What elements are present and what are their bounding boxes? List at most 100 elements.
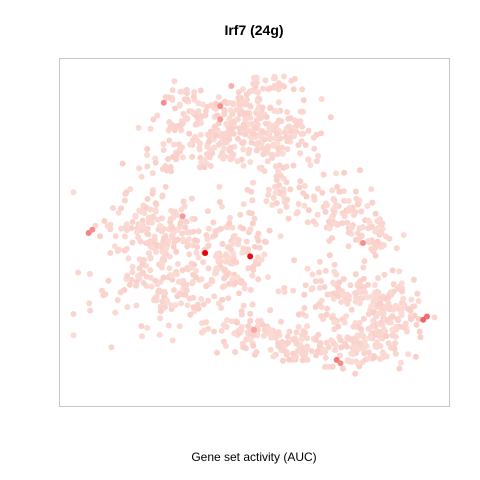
point-438 bbox=[231, 238, 238, 245]
point-995 bbox=[265, 186, 272, 193]
point-1396 bbox=[169, 87, 176, 94]
point-297 bbox=[121, 233, 128, 240]
point-703 bbox=[352, 271, 359, 278]
point-684 bbox=[328, 337, 335, 344]
point-1219 bbox=[237, 129, 244, 136]
point-402 bbox=[186, 236, 192, 243]
point-168 bbox=[175, 278, 182, 285]
point-150 bbox=[179, 267, 186, 274]
point-556 bbox=[290, 336, 296, 343]
point-332 bbox=[219, 296, 226, 303]
point-832 bbox=[384, 317, 391, 324]
point-690 bbox=[356, 340, 363, 347]
point-862 bbox=[392, 302, 399, 309]
point-539 bbox=[299, 357, 306, 364]
point-1201 bbox=[233, 106, 240, 113]
point-1315 bbox=[258, 115, 264, 121]
point-851 bbox=[400, 295, 407, 302]
point-861 bbox=[377, 331, 384, 338]
point-1365 bbox=[275, 168, 282, 175]
point-1009 bbox=[273, 200, 280, 207]
point-942 bbox=[310, 218, 317, 225]
point-1354 bbox=[275, 117, 282, 124]
point-939 bbox=[310, 193, 317, 200]
point-1448 bbox=[424, 313, 430, 320]
point-343 bbox=[204, 236, 211, 243]
point-1015 bbox=[293, 210, 300, 217]
point-497 bbox=[247, 336, 254, 343]
point-1241 bbox=[228, 126, 235, 132]
point-973 bbox=[379, 220, 386, 227]
point-928 bbox=[372, 210, 379, 217]
point-1416 bbox=[184, 96, 191, 103]
point-1044 bbox=[215, 141, 222, 148]
point-849 bbox=[408, 316, 414, 323]
point-1290 bbox=[242, 110, 249, 117]
point-941 bbox=[325, 218, 332, 225]
point-1299 bbox=[226, 131, 233, 138]
point-228 bbox=[136, 165, 143, 172]
point-252 bbox=[190, 228, 197, 235]
point-866 bbox=[399, 305, 405, 312]
point-841 bbox=[390, 327, 397, 334]
point-317 bbox=[177, 220, 184, 227]
point-179 bbox=[138, 323, 145, 330]
point-1191 bbox=[234, 135, 241, 142]
point-1301 bbox=[297, 150, 304, 157]
point-1457 bbox=[217, 116, 224, 123]
point-759 bbox=[324, 291, 331, 298]
point-426 bbox=[215, 256, 222, 263]
point-323 bbox=[141, 210, 148, 217]
point-895 bbox=[364, 203, 371, 209]
point-834 bbox=[410, 303, 416, 310]
point-1367 bbox=[297, 178, 304, 185]
point-385 bbox=[247, 286, 254, 293]
point-1202 bbox=[203, 160, 210, 167]
point-1333 bbox=[305, 156, 312, 163]
point-204 bbox=[141, 256, 148, 263]
point-1056 bbox=[197, 131, 204, 138]
point-373 bbox=[221, 275, 228, 282]
point-745 bbox=[368, 293, 375, 300]
point-311 bbox=[179, 236, 186, 243]
point-791 bbox=[344, 299, 350, 306]
point-355 bbox=[255, 276, 262, 283]
point-801 bbox=[370, 298, 377, 305]
point-436 bbox=[252, 258, 259, 265]
point-1418 bbox=[182, 116, 189, 123]
point-76 bbox=[147, 274, 154, 281]
point-437 bbox=[221, 266, 228, 273]
point-1379 bbox=[273, 173, 280, 180]
point-92 bbox=[107, 250, 114, 256]
point-782 bbox=[350, 323, 357, 330]
point-275 bbox=[159, 193, 166, 200]
point-1405 bbox=[191, 89, 198, 96]
point-102 bbox=[211, 293, 218, 300]
point-1259 bbox=[327, 114, 334, 121]
point-190 bbox=[188, 195, 195, 202]
point-987 bbox=[372, 228, 379, 235]
point-553 bbox=[291, 354, 297, 361]
point-767 bbox=[316, 269, 322, 276]
point-568 bbox=[294, 348, 301, 354]
point-1431 bbox=[275, 85, 282, 91]
point-897 bbox=[315, 185, 321, 192]
point-627 bbox=[385, 340, 392, 347]
point-251 bbox=[179, 230, 186, 237]
point-1353 bbox=[254, 140, 261, 146]
point-1404 bbox=[197, 87, 204, 94]
point-48 bbox=[200, 301, 207, 308]
point-177 bbox=[157, 308, 164, 315]
point-751 bbox=[315, 301, 322, 308]
point-1043 bbox=[147, 125, 154, 132]
point-945 bbox=[334, 183, 341, 190]
point-73 bbox=[228, 318, 235, 325]
point-381 bbox=[241, 285, 248, 292]
point-135 bbox=[140, 280, 147, 286]
point-140 bbox=[70, 311, 77, 317]
point-132 bbox=[171, 287, 177, 294]
point-626 bbox=[314, 348, 321, 354]
point-643 bbox=[346, 335, 353, 342]
point-250 bbox=[194, 244, 201, 251]
